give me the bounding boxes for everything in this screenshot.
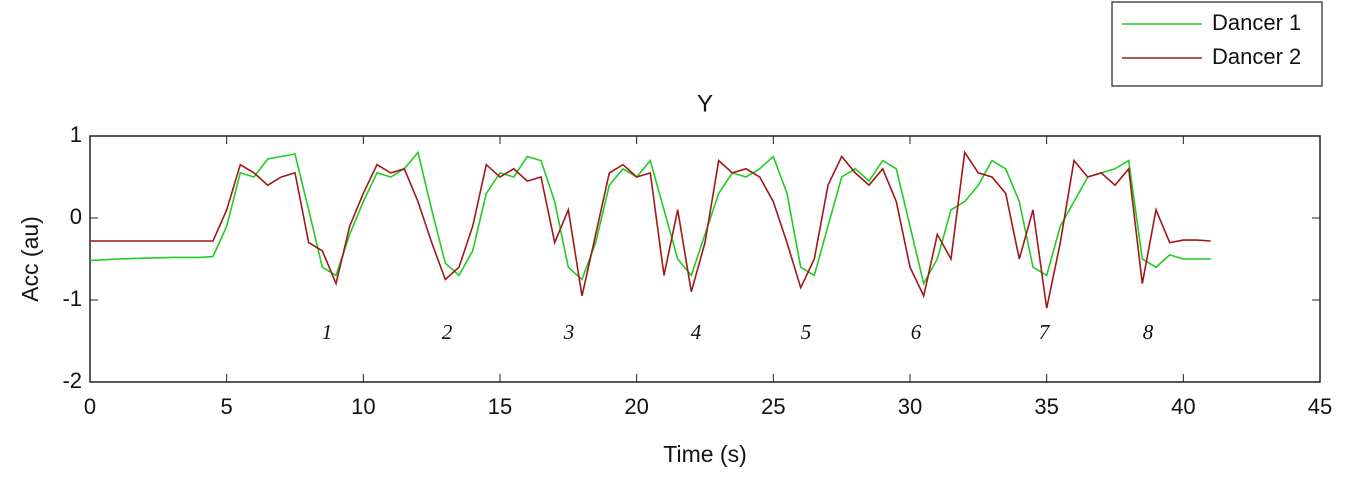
y-axis-label: Acc (au)	[17, 216, 43, 302]
annotation: 3	[563, 320, 575, 344]
annotation: 8	[1143, 320, 1154, 344]
y-tick-label: -2	[62, 368, 82, 393]
plot-area	[89, 135, 1321, 383]
x-tick-label: 5	[221, 394, 233, 419]
x-tick-label: 45	[1308, 394, 1332, 419]
data-line	[89, 150, 1211, 286]
annotation: 1	[322, 320, 333, 344]
x-tick-label: 40	[1171, 394, 1195, 419]
x-tick-label: 0	[84, 394, 96, 419]
x-tick-label: 20	[624, 394, 648, 419]
legend-label: Dancer 1	[1212, 10, 1301, 35]
annotation: 4	[691, 320, 702, 344]
annotation: 7	[1039, 320, 1051, 344]
legend-label: Dancer 2	[1212, 44, 1301, 69]
annotation: 5	[801, 320, 812, 344]
y-tick-label: 0	[70, 204, 82, 229]
x-axis-label: Time (s)	[663, 441, 746, 467]
y-tick-label: -1	[62, 286, 82, 311]
chart-title: Y	[697, 90, 713, 117]
x-tick-label: 25	[761, 394, 785, 419]
annotation: 6	[911, 320, 922, 344]
data-line	[90, 150, 1211, 309]
x-tick-label: 10	[351, 394, 375, 419]
legend-box	[1111, 1, 1323, 87]
y-tick-label: 1	[70, 122, 82, 147]
x-tick-label: 15	[488, 394, 512, 419]
x-tick-label: 35	[1034, 394, 1058, 419]
annotation: 2	[442, 320, 453, 344]
x-tick-label: 30	[898, 394, 922, 419]
